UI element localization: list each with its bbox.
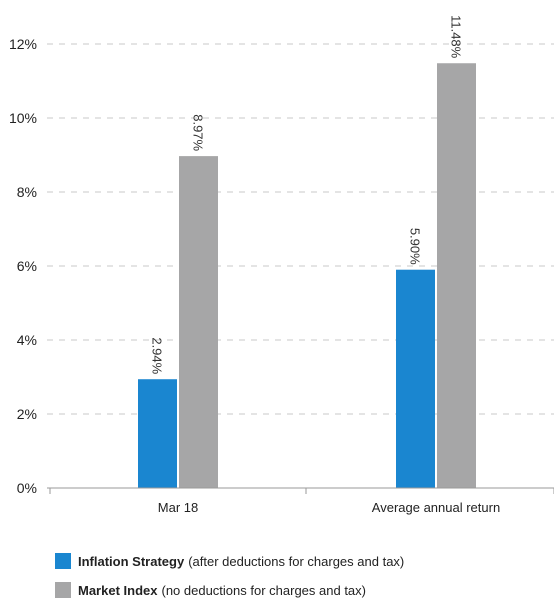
y-tick-label: 8% — [17, 184, 37, 200]
bar-market-index — [437, 63, 476, 489]
y-tick-label: 12% — [9, 36, 37, 52]
data-label: 2.94% — [150, 337, 165, 374]
data-label: 5.90% — [408, 228, 423, 265]
legend-swatch-inflation-strategy — [55, 553, 71, 569]
y-tick-label: 2% — [17, 406, 37, 422]
legend-item-market-index: Market Index (no deductions for charges … — [55, 582, 366, 598]
y-tick-label: 0% — [17, 480, 37, 496]
legend-note: (after deductions for charges and tax) — [188, 553, 405, 569]
legend-name: Inflation Strategy — [78, 553, 185, 569]
y-axis-ticks: 0% 2% 4% 6% 8% 10% 12% — [9, 36, 37, 496]
data-label: 8.97% — [191, 114, 206, 151]
legend-item-inflation-strategy: Inflation Strategy (after deductions for… — [55, 553, 404, 569]
x-axis — [47, 487, 554, 494]
bar-chart: 0% 2% 4% 6% 8% 10% 12% 2.94% 8.97% 5.90% 11.48% M… — [9, 15, 554, 515]
data-label: 11.48% — [449, 15, 464, 59]
y-tick-label: 6% — [17, 258, 37, 274]
data-labels: 2.94% 8.97% 5.90% 11.48% — [150, 15, 464, 375]
bars — [138, 63, 476, 489]
legend-name: Market Index — [78, 582, 158, 598]
legend-note: (no deductions for charges and tax) — [161, 582, 366, 598]
y-tick-label: 4% — [17, 332, 37, 348]
bar-inflation-strategy — [396, 269, 435, 488]
bar-inflation-strategy — [138, 379, 177, 488]
y-tick-label: 10% — [9, 110, 37, 126]
bar-market-index — [179, 156, 218, 489]
grid-lines — [47, 43, 554, 415]
x-axis-categories: Mar 18 Average annual return — [158, 500, 500, 515]
legend-swatch-market-index — [55, 582, 71, 598]
x-category-label: Mar 18 — [158, 500, 198, 515]
x-category-label: Average annual return — [372, 500, 500, 515]
